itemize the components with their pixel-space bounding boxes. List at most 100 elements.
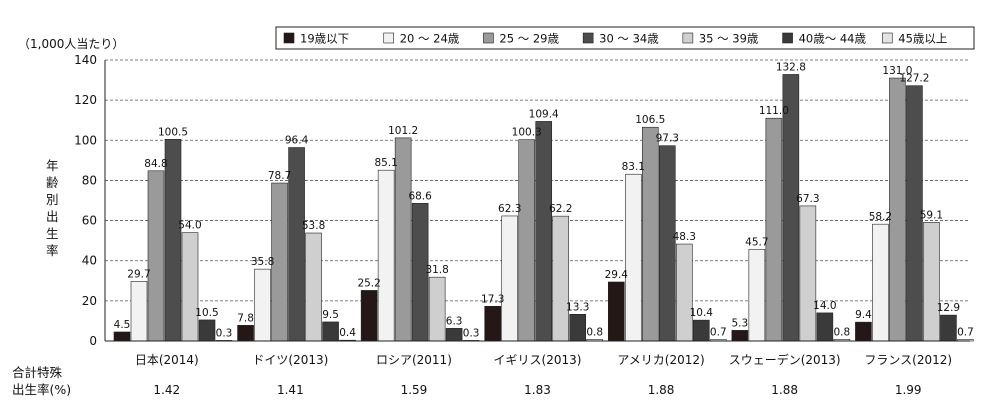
data-label: 5.3 bbox=[732, 317, 749, 329]
bar-3-2 bbox=[518, 139, 536, 342]
tfr-value: 1.59 bbox=[401, 383, 428, 397]
bar-0-5 bbox=[198, 319, 216, 342]
bar-1-4 bbox=[305, 232, 322, 342]
data-label: 78.7 bbox=[268, 170, 291, 182]
data-label: 0.4 bbox=[339, 327, 356, 339]
data-label: 132.8 bbox=[776, 61, 806, 73]
data-label: 7.8 bbox=[237, 312, 254, 324]
y-tick-label: 100 bbox=[74, 133, 97, 147]
bar-4-5 bbox=[692, 319, 710, 342]
bar-2-4 bbox=[428, 276, 446, 342]
legend-label: 40歳～ 44歳 bbox=[799, 32, 867, 46]
y-tick-label: 120 bbox=[74, 93, 97, 107]
data-label: 111.0 bbox=[759, 105, 789, 117]
data-label: 0.7 bbox=[710, 327, 727, 339]
data-label: 68.6 bbox=[408, 190, 432, 202]
legend-swatch bbox=[283, 32, 295, 44]
bar-5-4 bbox=[799, 205, 817, 342]
data-label: 109.4 bbox=[529, 108, 559, 120]
data-label: 0.8 bbox=[834, 326, 851, 338]
data-label: 83.1 bbox=[622, 161, 645, 173]
category-label: ドイツ(2013) bbox=[252, 353, 328, 367]
bar-1-1 bbox=[254, 268, 271, 342]
data-label: 53.8 bbox=[302, 220, 325, 232]
bar-3-5 bbox=[569, 314, 587, 342]
bar-1-0 bbox=[237, 325, 254, 342]
bar-0-0 bbox=[113, 331, 131, 342]
data-label: 14.0 bbox=[813, 300, 836, 312]
data-label: 4.5 bbox=[114, 319, 131, 331]
bar-3-4 bbox=[552, 215, 570, 342]
data-label: 62.2 bbox=[549, 203, 572, 215]
data-label: 6.3 bbox=[446, 315, 463, 327]
data-label: 0.8 bbox=[586, 326, 603, 338]
data-label: 0.3 bbox=[216, 327, 233, 339]
y-tick-label: 40 bbox=[82, 254, 97, 268]
bar-3-3 bbox=[535, 121, 553, 342]
data-label: 67.3 bbox=[796, 193, 819, 205]
bar-0-4 bbox=[181, 232, 199, 342]
data-label: 17.3 bbox=[481, 293, 504, 305]
data-label: 9.5 bbox=[322, 309, 339, 321]
category-label: イギリス(2013) bbox=[494, 353, 582, 367]
tfr-value: 1.42 bbox=[153, 383, 180, 397]
legend-swatch bbox=[881, 32, 893, 44]
bar-4-4 bbox=[675, 243, 693, 342]
bar-2-1 bbox=[377, 169, 395, 342]
bar-4-1 bbox=[624, 173, 642, 342]
category-label: 日本(2014) bbox=[135, 353, 199, 367]
bar-6-4 bbox=[923, 222, 940, 342]
bar-6-0 bbox=[855, 321, 872, 342]
bar-5-2 bbox=[765, 117, 783, 342]
tfr-value: 1.41 bbox=[277, 383, 304, 397]
data-label: 12.9 bbox=[937, 302, 960, 314]
legend-label: 45歳以上 bbox=[898, 32, 947, 46]
data-label: 84.8 bbox=[144, 158, 167, 170]
legend-label: 20 ～ 24歳 bbox=[400, 32, 460, 46]
tfr-value: 1.99 bbox=[895, 383, 922, 397]
data-label: 29.7 bbox=[127, 268, 150, 280]
legend-label: 35 ～ 39歳 bbox=[699, 32, 759, 46]
data-label: 97.3 bbox=[656, 133, 679, 145]
bar-3-1 bbox=[501, 215, 519, 342]
bar-3-0 bbox=[484, 305, 502, 342]
data-label: 59.1 bbox=[920, 209, 943, 221]
data-label: 58.2 bbox=[869, 211, 892, 223]
category-label: アメリカ(2012) bbox=[617, 353, 704, 367]
data-label: 31.8 bbox=[425, 264, 448, 276]
data-label: 0.7 bbox=[957, 327, 974, 339]
category-label: フランス(2012) bbox=[864, 353, 952, 367]
data-label: 29.4 bbox=[605, 269, 629, 281]
y-axis-label: 年齢別出生率 bbox=[46, 158, 59, 258]
data-label: 45.7 bbox=[745, 236, 768, 248]
tfr-label-line2: 出生率(%) bbox=[12, 382, 71, 397]
legend-label: 30 ～ 34歳 bbox=[599, 32, 659, 46]
data-label: 13.3 bbox=[566, 301, 589, 313]
data-label: 100.5 bbox=[158, 126, 188, 138]
data-label: 127.2 bbox=[899, 73, 929, 85]
bar-5-0 bbox=[731, 330, 749, 342]
bar-0-2 bbox=[147, 170, 165, 342]
bar-6-2 bbox=[889, 77, 906, 342]
y-tick-label: 20 bbox=[82, 294, 97, 308]
legend-swatch bbox=[582, 32, 594, 44]
y-tick-label: 0 bbox=[89, 334, 97, 348]
legend-swatch bbox=[383, 32, 395, 44]
bar-1-5 bbox=[322, 321, 339, 342]
y-tick-label: 140 bbox=[74, 53, 97, 67]
legend-label: 25 ～ 29歳 bbox=[499, 32, 559, 46]
data-label: 48.3 bbox=[673, 231, 696, 243]
bar-0-1 bbox=[130, 281, 148, 342]
data-label: 9.4 bbox=[855, 309, 872, 321]
bar-5-1 bbox=[748, 248, 766, 342]
data-label: 131.0 bbox=[882, 65, 912, 77]
data-label: 10.4 bbox=[690, 307, 714, 319]
bar-5-5 bbox=[816, 312, 834, 342]
data-label: 62.3 bbox=[498, 203, 521, 215]
bar-4-0 bbox=[607, 281, 625, 342]
bar-6-5 bbox=[940, 314, 957, 342]
legend-label: 19歳以下 bbox=[300, 32, 349, 46]
unit-label: （1,000人当たり） bbox=[18, 37, 124, 51]
tfr-label-line1: 合計特殊 bbox=[12, 365, 63, 380]
